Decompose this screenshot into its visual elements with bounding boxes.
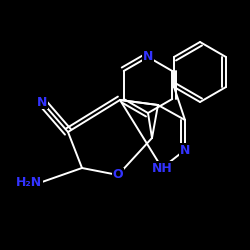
Text: H₂N: H₂N [16, 176, 42, 188]
Text: N: N [180, 144, 190, 156]
Text: O: O [113, 168, 123, 181]
Text: NH: NH [152, 162, 172, 174]
Text: N: N [37, 96, 47, 108]
Text: N: N [143, 50, 153, 64]
